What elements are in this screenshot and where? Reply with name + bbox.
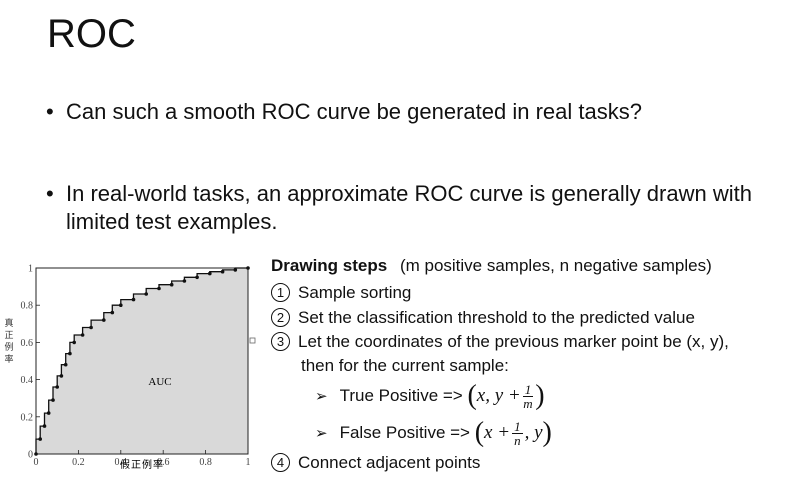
y-tick-label: 0.4 bbox=[21, 375, 34, 386]
step-1: 1 Sample sorting bbox=[271, 283, 411, 303]
y-axis-label-char: 正 bbox=[4, 330, 13, 340]
bullet-text: In real-world tasks, an approximate ROC … bbox=[66, 181, 752, 234]
roc-point bbox=[68, 351, 72, 356]
x-tick-label: 0.8 bbox=[199, 457, 212, 468]
true-positive-rule: ➢ True Positive => (x, y +1 m) bbox=[315, 380, 545, 412]
roc-point bbox=[72, 340, 76, 345]
bullet-2: • In real-world tasks, an approximate RO… bbox=[46, 180, 766, 236]
steps-title: Drawing steps bbox=[271, 256, 388, 275]
bullet-1: • Can such a smooth ROC curve be generat… bbox=[46, 98, 642, 126]
y-axis-label-char: 例 bbox=[4, 341, 13, 352]
step-number: 4 bbox=[271, 453, 290, 472]
arrow-icon: ➢ bbox=[315, 425, 328, 442]
fp-label: False Positive => bbox=[339, 423, 470, 442]
auc-area bbox=[36, 268, 248, 454]
false-positive-rule: ➢ False Positive => (x +1 n, y) bbox=[315, 417, 552, 449]
y-axis-label-char: 率 bbox=[4, 353, 13, 364]
step-3-continuation: then for the current sample: bbox=[301, 356, 509, 375]
y-tick-label: 0 bbox=[28, 450, 33, 461]
roc-point bbox=[34, 452, 38, 456]
x-tick-label: 0.6 bbox=[157, 457, 170, 468]
roc-point bbox=[220, 269, 225, 274]
roc-point bbox=[38, 437, 42, 441]
roc-point bbox=[195, 275, 199, 280]
step-text: Connect adjacent points bbox=[298, 453, 481, 472]
roc-point bbox=[157, 286, 161, 291]
steps-heading: Drawing steps (m positive samples, n neg… bbox=[271, 256, 712, 276]
roc-point bbox=[144, 292, 148, 296]
step-text: Set the classification threshold to the … bbox=[298, 308, 695, 327]
y-tick-label: 1 bbox=[28, 264, 33, 275]
y-axis-label-char: 真 bbox=[4, 317, 13, 328]
step-number: 3 bbox=[271, 332, 290, 351]
step-text: Let the coordinates of the previous mark… bbox=[298, 332, 729, 351]
arrow-icon: ➢ bbox=[315, 388, 328, 405]
roc-point bbox=[246, 266, 250, 270]
y-tick-label: 0.2 bbox=[21, 412, 34, 423]
x-tick-label: 0.2 bbox=[72, 457, 85, 468]
auc-fill bbox=[36, 268, 248, 454]
roc-point bbox=[51, 398, 55, 402]
auc-label: AUC bbox=[148, 376, 171, 388]
bullet-text: Can such a smooth ROC curve be generated… bbox=[66, 99, 642, 124]
roc-chart: 0 0.2 0.4 0.6 0.8 1 0 0.2 0.4 0.6 0.8 1 AUC 假正例率 真正… bbox=[4, 264, 256, 471]
tp-expr: x, y + bbox=[476, 385, 521, 406]
step-number: 1 bbox=[271, 283, 290, 302]
x-tick-label: 0.4 bbox=[115, 457, 128, 468]
step-text: Sample sorting bbox=[298, 283, 412, 302]
roc-point bbox=[89, 325, 93, 330]
roc-point bbox=[80, 333, 85, 337]
roc-point bbox=[119, 303, 123, 307]
roc-point bbox=[102, 318, 106, 322]
steps-title-paren: (m positive samples, n negative samples) bbox=[399, 256, 712, 275]
roc-point bbox=[110, 310, 115, 315]
y-tick-label: 0.6 bbox=[21, 338, 34, 349]
roc-point bbox=[59, 374, 64, 378]
roc-point bbox=[233, 268, 238, 272]
bullet-dot: • bbox=[46, 99, 54, 124]
x-tick-label: 0 bbox=[34, 457, 39, 468]
roc-point bbox=[182, 279, 187, 283]
roc-point bbox=[63, 362, 68, 367]
roc-point bbox=[208, 271, 212, 276]
roc-point bbox=[55, 385, 59, 389]
slide-title: ROC bbox=[47, 12, 136, 56]
step-3: 3 Let the coordinates of the previous mar… bbox=[271, 332, 729, 352]
step-number: 2 bbox=[271, 308, 290, 327]
x-axis-label: 假正例率 bbox=[120, 458, 164, 471]
roc-point bbox=[42, 424, 47, 428]
roc-point bbox=[169, 282, 174, 287]
x-tick-label: 1 bbox=[246, 457, 251, 468]
step-2: 2 Set the classification threshold to the… bbox=[271, 308, 695, 328]
fp-expr-post: , y bbox=[524, 422, 543, 443]
plot-frame bbox=[35, 267, 249, 455]
roc-point bbox=[131, 297, 136, 302]
bullet-dot: • bbox=[46, 181, 54, 206]
y-tick-label: 0.8 bbox=[21, 301, 34, 312]
fp-expr-pre: x + bbox=[484, 422, 511, 443]
roc-point bbox=[46, 411, 51, 415]
legend-marker bbox=[249, 337, 256, 344]
step-4: 4 Connect adjacent points bbox=[271, 453, 480, 473]
tp-label: True Positive => bbox=[339, 386, 463, 405]
